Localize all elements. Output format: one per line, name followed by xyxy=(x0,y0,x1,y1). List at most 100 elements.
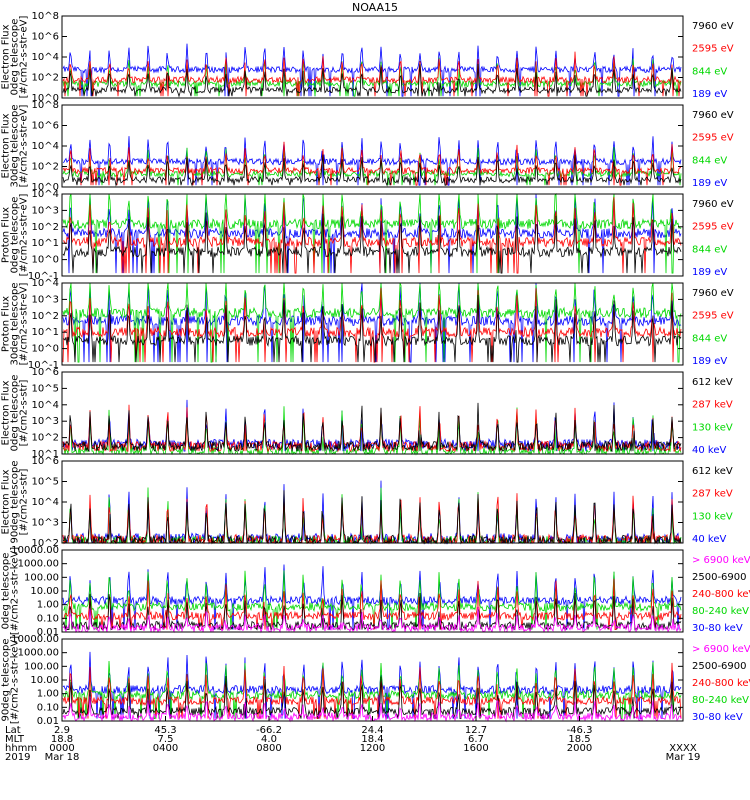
y-tick-label: 10^6 xyxy=(32,367,59,378)
y-label-line: TED xyxy=(0,314,3,335)
y-tick-label: 0.01 xyxy=(37,627,59,638)
x-tick-label: 45.3 xyxy=(154,725,176,736)
trace-blue xyxy=(62,564,682,630)
y-tick-label: 1000.00 xyxy=(18,648,59,659)
y-tick-label: 10^2 xyxy=(32,433,59,444)
y-tick-label: 10^2 xyxy=(32,311,59,322)
legend-entry: 80-240 keV xyxy=(692,606,749,617)
panel-frame xyxy=(61,460,684,544)
y-label-line: Electron Flux xyxy=(1,469,12,534)
x-tick-label: 12.7 xyxy=(465,725,487,736)
y-tick-label: 10^6 xyxy=(32,121,59,132)
y-label-line: [#/cm2-s-str] xyxy=(19,379,30,446)
legend-entry: 2500-6900 xyxy=(692,572,747,583)
y-tick-label: 10^1 xyxy=(32,449,59,460)
x-tick-label: Mar 19 xyxy=(666,752,701,763)
y-tick-label: 10^4 xyxy=(32,189,59,200)
y-tick-label: 10^1 xyxy=(32,327,59,338)
legend-entry: 287 keV xyxy=(692,400,733,411)
y-label-line: 0deg telescope xyxy=(1,553,12,630)
legend-entry: 7960 eV xyxy=(692,110,734,121)
y-tick-label: 10^4 xyxy=(32,278,59,289)
legend-entry: 7960 eV xyxy=(692,288,734,299)
x-tick-label: 4.0 xyxy=(261,734,277,745)
y-tick-label: 1.00 xyxy=(37,600,59,611)
y-label-line: Electron Flux xyxy=(1,380,12,445)
y-tick-label: 10^6 xyxy=(32,456,59,467)
trace-red xyxy=(62,51,682,97)
y-tick-label: 10^5 xyxy=(32,383,59,394)
y-label-line: 0deg telescope xyxy=(10,375,21,452)
trace-red xyxy=(62,662,682,719)
trace-green xyxy=(62,406,682,456)
y-tick-label: 10^0 xyxy=(32,93,59,104)
y-axis-label: 90deg telescope[#/cm2-s-str-keV] xyxy=(1,636,21,724)
x-row-label: MLT xyxy=(5,734,25,745)
trace-blue xyxy=(62,282,682,363)
legend-entry: 7960 eV xyxy=(692,21,734,32)
y-tick-label: 10^2 xyxy=(32,162,59,173)
y-label-line: 0deg telescope xyxy=(10,197,21,274)
y-tick-label: 10^3 xyxy=(32,205,59,216)
trace-green xyxy=(62,57,682,97)
y-label-line: [#/cm2-s-str-eV] xyxy=(19,105,30,188)
y-tick-label: 100.00 xyxy=(24,572,59,583)
legend-entry: 130 keV xyxy=(692,511,733,522)
y-tick-label: 10^3 xyxy=(32,416,59,427)
y-tick-label: 10^-1 xyxy=(28,360,59,371)
y-tick-label: 10^2 xyxy=(32,538,59,549)
legend-entry: 240-800 keV xyxy=(692,589,750,600)
panel-frame xyxy=(61,282,684,366)
legend-entry: 189 eV xyxy=(692,89,727,100)
legend-entry: > 6900 keV xyxy=(692,555,750,566)
trace-green xyxy=(62,570,682,630)
panel-7: 0.01 0.10 1.00 10.00 100.00 1000.00 10000.000d… xyxy=(1,545,750,638)
x-tick-label: -46.3 xyxy=(567,725,593,736)
y-tick-label: 10^4 xyxy=(32,52,59,63)
x-tick-label: 0800 xyxy=(256,743,281,754)
legend-entry: 844 eV xyxy=(692,155,727,166)
x-row-label: hhmm xyxy=(5,743,37,754)
x-tick-label: 1600 xyxy=(463,743,488,754)
y-label-line: [#/cm2-s-str-keV] xyxy=(10,636,21,724)
legend-entry: 612 keV xyxy=(692,377,733,388)
trace-magenta xyxy=(62,606,682,634)
trace-blue xyxy=(62,136,682,186)
y-label-line: Electron Flux xyxy=(1,113,12,178)
panel-8: 0.01 0.10 1.00 10.00 100.00 1000.00 10000.0090… xyxy=(1,634,750,727)
y-tick-label: 10.00 xyxy=(30,586,59,597)
legend-entry: 844 eV xyxy=(692,244,727,255)
legend-entry: 2595 eV xyxy=(692,311,734,322)
legend-entry: > 6900 keV xyxy=(692,644,750,655)
legend-entry: 7960 eV xyxy=(692,199,734,210)
x-row-label: 2019 xyxy=(5,752,30,763)
x-tick-label: 7.5 xyxy=(158,734,174,745)
legend-entry: 2500-6900 xyxy=(692,661,747,672)
y-label-line: TED xyxy=(0,47,3,68)
trace-black xyxy=(62,154,682,187)
y-label-line: [#/cm2-s-str-eV] xyxy=(19,16,30,99)
x-tick-label: 6.7 xyxy=(468,734,484,745)
y-label-line: Electron Flux xyxy=(1,24,12,89)
y-label-line: [#/cm2-s-str-eV] xyxy=(19,194,30,277)
x-tick-label: 2.9 xyxy=(54,725,70,736)
legend-entry: 189 eV xyxy=(692,267,727,278)
x-tick-label: 1200 xyxy=(360,743,385,754)
trace-red xyxy=(62,141,682,186)
trace-green xyxy=(62,282,682,363)
x-tick-label: XXXX xyxy=(669,743,697,754)
legend-entry: 40 keV xyxy=(692,534,726,545)
legend-entry: 844 eV xyxy=(692,66,727,77)
legend-entry: 2595 eV xyxy=(692,222,734,233)
y-label-line: 30deg telescope xyxy=(10,104,21,187)
y-tick-label: 10^4 xyxy=(32,400,59,411)
y-tick-label: 1000.00 xyxy=(18,559,59,570)
